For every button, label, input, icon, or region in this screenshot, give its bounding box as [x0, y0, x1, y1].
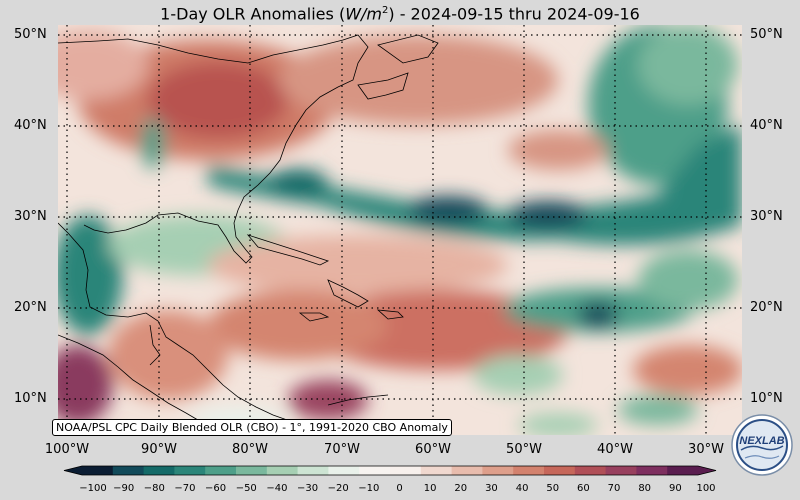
colorbar-cell [667, 466, 699, 475]
colorbar-tick-label: −90 [113, 483, 135, 494]
colorbar-cell [205, 466, 237, 475]
colorbar-tick-label: −80 [143, 483, 165, 494]
lat-label-left: 50°N [14, 27, 47, 42]
gridlines [58, 25, 742, 435]
colorbar-tick-label: 90 [668, 483, 682, 494]
colorbar-tick-label: 60 [577, 483, 590, 494]
colorbar-extend-low [64, 466, 82, 475]
colorbar-tick-label: −100 [79, 483, 107, 494]
colorbar-tick-label: 30 [485, 483, 498, 494]
colorbar-tick-label: 20 [454, 483, 468, 494]
lat-label-left: 40°N [14, 118, 47, 133]
colorbar-cell [236, 466, 268, 475]
colorbar-cell [513, 466, 545, 475]
coastlines [58, 34, 439, 435]
lat-label-right: 30°N [750, 209, 783, 224]
lon-label: 100°W [44, 442, 90, 457]
colorbar-cell [451, 466, 483, 475]
colorbar-outline [63, 465, 717, 476]
colorbar-cell [174, 466, 206, 475]
colorbar-cell [605, 466, 637, 475]
lon-label: 50°W [506, 442, 542, 457]
source-note: NOAA/PSL CPC Daily Blended OLR (CBO) - 1… [52, 419, 452, 436]
colorbar-tick-label: −10 [358, 483, 380, 494]
colorbar-tick-label: −50 [235, 483, 257, 494]
colorbar-tick-label: −40 [266, 483, 288, 494]
colorbar-cell [390, 466, 422, 475]
lat-label-right: 40°N [750, 118, 783, 133]
lat-label-right: 20°N [750, 300, 783, 315]
colorbar-cell [143, 466, 175, 475]
map-title: 1-Day OLR Anomalies (W/m2) - 2024-09-15 … [160, 4, 640, 24]
colorbar-tick-label: 80 [638, 483, 652, 494]
colorbar-tick-label: −70 [174, 483, 196, 494]
colorbar-cell [297, 466, 329, 475]
colorbar-tick-label: 10 [423, 483, 437, 494]
colorbar-extend-high [698, 466, 716, 475]
colorbar-cell [359, 466, 391, 475]
colorbar-tick-label: 0 [396, 483, 403, 494]
logo-text: NEXLAB [739, 435, 784, 447]
lon-label: 60°W [415, 442, 451, 457]
colorbar-tick-label: −60 [205, 483, 227, 494]
colorbar-cell [574, 466, 607, 475]
lon-label: 70°W [324, 442, 360, 457]
colorbar-cell [636, 466, 668, 475]
anomaly-field [58, 25, 742, 435]
colorbar-tick-label: 100 [696, 483, 716, 494]
colorbar-tick-label: −30 [296, 483, 319, 494]
colorbar-cell [328, 466, 360, 475]
colorbar-cell [82, 466, 114, 475]
lon-label: 30°W [688, 442, 724, 457]
colorbar-cell [420, 466, 453, 475]
lat-label-right: 50°N [750, 27, 783, 42]
lat-label-right: 10°N [750, 391, 783, 406]
lon-label: 80°W [232, 442, 268, 457]
colorbar-tick-label: 50 [546, 483, 560, 494]
colorbar-cell [266, 466, 299, 475]
colorbar-tick-label: 70 [607, 483, 621, 494]
lon-label: 90°W [141, 442, 177, 457]
colorbar-cell [482, 466, 514, 475]
lon-label: 40°W [597, 442, 633, 457]
colorbar-cell [544, 466, 576, 475]
nexlab-logo: NEXLAB [731, 414, 793, 476]
lat-label-left: 30°N [14, 209, 47, 224]
olr-anomaly-map [58, 25, 742, 435]
colorbar-cell [112, 466, 145, 475]
colorbar-tick-label: −20 [327, 483, 349, 494]
colorbar-tick-label: 40 [515, 483, 529, 494]
colorbar [63, 465, 717, 476]
lat-label-left: 10°N [14, 391, 47, 406]
lat-label-left: 20°N [14, 300, 47, 315]
